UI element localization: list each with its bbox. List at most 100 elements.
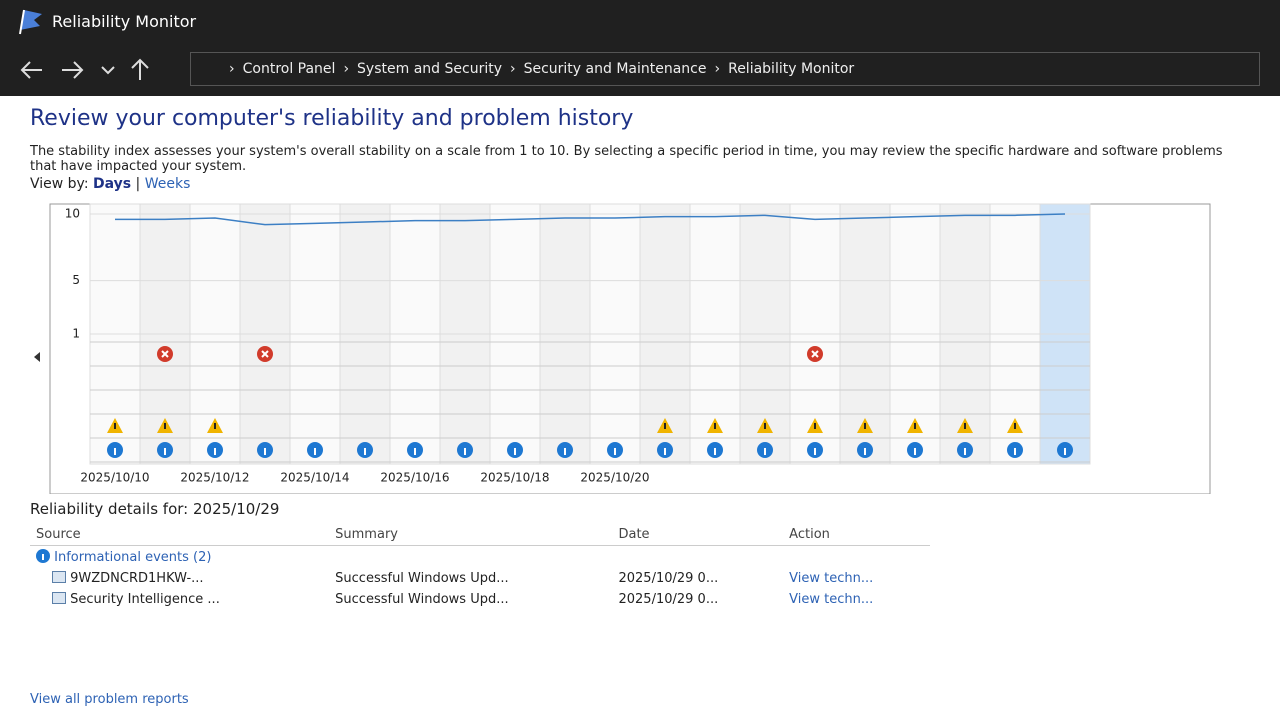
group-row: Informational events (2) <box>30 546 930 569</box>
cell-text: Successful Windows Upd... <box>335 571 509 586</box>
all-reports-link[interactable]: View all problem reports <box>30 692 189 707</box>
warning-icon-mark <box>714 423 716 429</box>
warning-icon-mark <box>664 423 666 429</box>
warning-icon-mark <box>964 423 966 429</box>
breadcrumb-item[interactable]: System and Security <box>357 61 502 77</box>
content: Review your computer's reliability and p… <box>0 96 1280 720</box>
warning-icon-mark <box>764 423 766 429</box>
y-tick-label: 5 <box>72 273 80 287</box>
warning-icon-mark <box>114 423 116 429</box>
info-icon-mark <box>564 448 566 455</box>
date-label: 2025/10/20 <box>580 471 649 485</box>
window-title: Reliability Monitor <box>52 12 197 31</box>
cell-text[interactable]: View techn... <box>789 571 874 586</box>
reliability-chart: 2025/10/10 2025/10/12 2025/10/14 2025/10/16… <box>34 203 1211 494</box>
group-cell: Informational events (2) <box>30 546 930 569</box>
view-by-label: View by: <box>30 176 89 192</box>
address-bar[interactable]: › Control Panel › System and Security › Secur… <box>190 52 1260 86</box>
detail-cell: Successful Windows Upd... <box>329 568 612 589</box>
breadcrumb-sep: › <box>714 61 721 77</box>
error-icon-x <box>161 350 169 358</box>
cell-text[interactable]: View techn... <box>789 592 874 607</box>
description: The stability index assesses your system… <box>30 144 1223 174</box>
detail-row[interactable]: Security Intelligence ... Successful Wind… <box>30 589 930 610</box>
date-label: 2025/10/18 <box>480 471 549 485</box>
cell-text: Security Intelligence ... <box>70 592 220 607</box>
info-icon-mark <box>214 448 216 455</box>
y-tick-label: 10 <box>65 207 80 221</box>
info-icon-mark <box>864 448 866 455</box>
info-icon-mark <box>664 448 666 455</box>
warning-icon-mark <box>814 423 816 429</box>
details: Reliability details for: 2025/10/29 Sour… <box>30 500 1250 610</box>
app-icon <box>52 571 66 583</box>
cell-text: 2025/10/29 0... <box>618 592 719 607</box>
column-header[interactable]: Summary <box>329 524 613 546</box>
info-icon-mark <box>814 448 816 455</box>
title-bar: Reliability Monitor <box>0 0 1280 44</box>
info-icon-mark <box>464 448 466 455</box>
details-table: Source Summary Date Action Informational ev… <box>30 524 930 610</box>
group-label[interactable]: Informational events (2) <box>54 550 212 565</box>
breadcrumb-item[interactable]: Security and Maintenance <box>523 61 707 77</box>
app-icon <box>19 9 42 35</box>
info-icon-mark <box>914 448 916 455</box>
info-icon-mark <box>514 448 516 455</box>
info-icon-mark <box>164 448 166 455</box>
breadcrumb-sep: › <box>229 61 235 77</box>
heading: Review your computer's reliability and p… <box>30 106 634 131</box>
info-icon-mark <box>1064 448 1066 455</box>
breadcrumb-item[interactable]: Reliability Monitor <box>728 61 855 77</box>
info-icon-mark <box>414 448 416 455</box>
error-icon-x <box>811 350 819 358</box>
y-tick-label: 1 <box>72 327 80 341</box>
detail-cell: 2025/10/29 0... <box>612 589 783 610</box>
warning-icon-mark <box>164 423 166 429</box>
view-by: View by: Days | Weeks <box>30 176 191 192</box>
date-label: 2025/10/16 <box>380 471 449 485</box>
scroll-left <box>34 352 40 362</box>
stability-line <box>115 213 1066 226</box>
nav-bar: › Control Panel › System and Security › Secur… <box>0 44 1280 96</box>
nav-buttons[interactable] <box>0 44 180 96</box>
info-icon-mark <box>614 448 616 455</box>
column-header[interactable]: Date <box>612 524 784 546</box>
warning-icon-mark <box>864 423 866 429</box>
info-icon-mark <box>764 448 766 455</box>
info-icon-mark <box>264 448 266 455</box>
app-icon <box>52 592 66 604</box>
date-label: 2025/10/14 <box>280 471 349 485</box>
info-icon <box>36 549 50 563</box>
error-icon-x <box>261 350 269 358</box>
detail-cell: 2025/10/29 0... <box>612 568 783 589</box>
info-icon-mark <box>964 448 966 455</box>
info-icon-mark <box>314 448 316 455</box>
detail-cell: View techn... <box>783 568 930 589</box>
detail-cell: View techn... <box>783 589 930 610</box>
info-icon-mark <box>714 448 716 455</box>
breadcrumb-item[interactable]: Control Panel <box>242 61 336 77</box>
cell-text: Successful Windows Upd... <box>335 592 509 607</box>
info-icon-mark <box>364 448 366 455</box>
date-label: 2025/10/12 <box>180 471 249 485</box>
details-title: Reliability details for: 2025/10/29 <box>30 500 280 518</box>
breadcrumb-sep: › <box>343 61 350 77</box>
detail-cell: Successful Windows Upd... <box>329 589 612 610</box>
warning-icon-mark <box>1014 423 1016 429</box>
weeks-option[interactable]: Weeks <box>144 176 191 192</box>
detail-row[interactable]: 9WZDNCRD1HKW-... Successful Windows Upd..… <box>30 568 930 589</box>
breadcrumb-sep: › <box>509 61 516 77</box>
date-label: 2025/10/10 <box>80 471 149 485</box>
detail-cell: Security Intelligence ... <box>30 589 329 610</box>
days-option[interactable]: Days <box>93 176 132 192</box>
warning-icon-mark <box>214 423 216 429</box>
cell-text: 2025/10/29 0... <box>618 571 719 586</box>
column-header[interactable]: Source <box>30 524 330 546</box>
info-icon-mark <box>1014 448 1016 455</box>
info-icon-mark <box>114 448 116 455</box>
column-header[interactable]: Action <box>783 524 930 546</box>
warning-icon-mark <box>914 423 916 429</box>
cell-text: 9WZDNCRD1HKW-... <box>70 571 204 586</box>
detail-cell: 9WZDNCRD1HKW-... <box>30 568 329 589</box>
